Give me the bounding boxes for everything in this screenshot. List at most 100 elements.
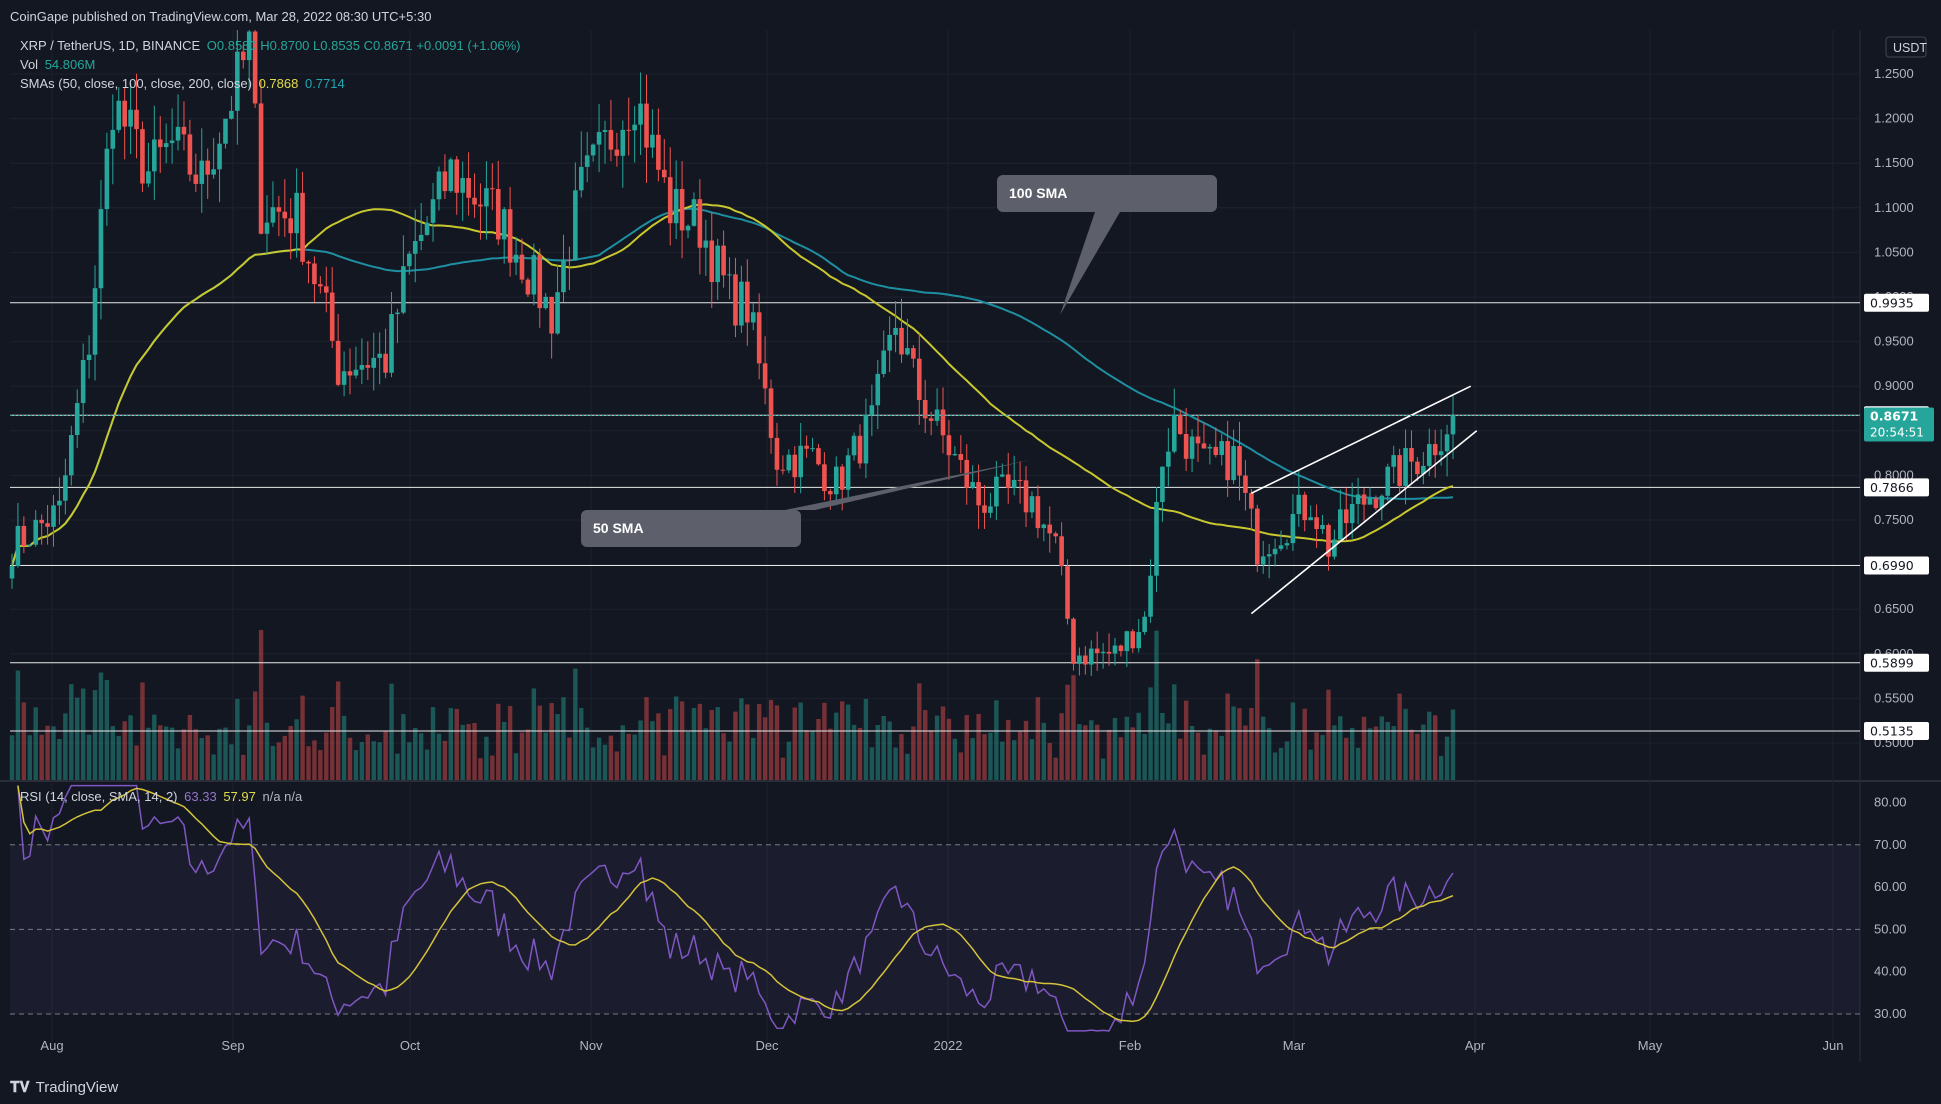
candle-body[interactable] (709, 240, 715, 283)
candle-body[interactable] (217, 143, 222, 170)
candle-body[interactable] (822, 464, 827, 492)
candle-body[interactable] (934, 409, 940, 421)
candle-body[interactable] (1255, 508, 1260, 565)
candle-body[interactable] (816, 448, 821, 465)
rsi-sma-line[interactable] (17, 785, 1454, 1023)
candle-body[interactable] (620, 129, 626, 156)
candle-body[interactable] (1053, 533, 1058, 537)
candle-body[interactable] (240, 51, 246, 61)
candle-body[interactable] (1391, 455, 1396, 467)
candle-body[interactable] (1130, 631, 1136, 649)
candle-body[interactable] (573, 190, 578, 261)
candle-body[interactable] (9, 566, 15, 579)
candle-body[interactable] (1450, 415, 1456, 435)
candle-body[interactable] (828, 491, 833, 495)
candle-body[interactable] (448, 159, 454, 192)
candle-body[interactable] (1219, 441, 1225, 456)
candle-body[interactable] (976, 482, 981, 506)
candle-body[interactable] (146, 171, 151, 184)
candle-body[interactable] (774, 437, 780, 470)
candle-body[interactable] (970, 482, 975, 488)
candle-body[interactable] (994, 476, 999, 507)
rsi-pane[interactable] (0, 782, 1941, 1062)
candle-body[interactable] (715, 245, 720, 283)
candle-body[interactable] (33, 519, 39, 545)
candle-body[interactable] (875, 373, 881, 406)
candle-body[interactable] (193, 174, 199, 184)
candle-body[interactable] (152, 139, 157, 172)
candle-body[interactable] (57, 500, 62, 506)
candle-body[interactable] (679, 188, 685, 231)
candle-body[interactable] (513, 254, 519, 263)
candle-body[interactable] (252, 31, 258, 104)
candle-body[interactable] (656, 134, 661, 170)
rsi-line[interactable] (17, 784, 1454, 1032)
candle-body[interactable] (395, 312, 400, 315)
candle-body[interactable] (412, 240, 418, 254)
candle-body[interactable] (86, 354, 92, 361)
candle-body[interactable] (1432, 444, 1438, 456)
candle-body[interactable] (365, 365, 371, 368)
candle-body[interactable] (928, 418, 934, 421)
candle-body[interactable] (134, 109, 139, 130)
candle-body[interactable] (667, 177, 673, 224)
candle-body[interactable] (329, 292, 335, 341)
candle-body[interactable] (199, 160, 205, 184)
candle-body[interactable] (685, 225, 691, 231)
candle-body[interactable] (537, 255, 543, 309)
candle-body[interactable] (282, 211, 288, 219)
candle-body[interactable] (662, 169, 667, 178)
brand[interactable]: 𝐓𝐕 TradingView (10, 1078, 118, 1096)
candle-body[interactable] (163, 143, 169, 148)
candle-body[interactable] (1272, 548, 1278, 555)
candle-body[interactable] (768, 388, 774, 438)
candle-body[interactable] (318, 284, 323, 287)
candle-body[interactable] (1243, 475, 1248, 493)
candle-body[interactable] (418, 234, 424, 241)
candle-body[interactable] (430, 199, 436, 223)
candle-body[interactable] (988, 506, 993, 513)
candle-body[interactable] (1326, 524, 1331, 557)
candle-body[interactable] (881, 350, 887, 374)
candle-body[interactable] (63, 475, 68, 501)
candle-body[interactable] (1005, 474, 1011, 488)
candle-body[interactable] (235, 51, 240, 111)
candle-body[interactable] (804, 445, 809, 449)
candle-body[interactable] (359, 365, 365, 370)
candle-body[interactable] (911, 348, 916, 359)
candle-body[interactable] (211, 169, 216, 175)
candle-body[interactable] (128, 109, 133, 127)
candle-body[interactable] (1296, 494, 1302, 514)
candle-body[interactable] (1338, 509, 1343, 540)
candle-body[interactable] (246, 31, 252, 61)
candle-body[interactable] (792, 454, 798, 478)
candle-body[interactable] (863, 414, 869, 464)
candle-body[interactable] (175, 126, 181, 141)
legend-symbol[interactable]: XRP / TetherUS, 1D, BINANCE (20, 38, 201, 53)
candle-body[interactable] (739, 281, 744, 326)
candle-body[interactable] (940, 409, 946, 436)
candle-body[interactable] (982, 505, 987, 513)
candle-body[interactable] (845, 455, 851, 490)
candle-body[interactable] (1308, 517, 1313, 521)
candle-body[interactable] (1438, 451, 1444, 456)
candle-body[interactable] (602, 130, 608, 133)
candle-body[interactable] (893, 327, 898, 335)
candle-body[interactable] (15, 525, 21, 567)
candle-body[interactable] (1426, 444, 1432, 466)
candle-body[interactable] (1047, 524, 1053, 534)
candle-body[interactable] (92, 288, 98, 355)
candle-body[interactable] (905, 348, 910, 355)
candle-body[interactable] (632, 124, 637, 131)
candle-body[interactable] (1142, 616, 1147, 633)
candle-body[interactable] (1302, 494, 1308, 521)
candle-body[interactable] (584, 155, 590, 167)
candle-body[interactable] (389, 314, 394, 373)
candle-body[interactable] (205, 160, 210, 175)
candle-body[interactable] (1207, 446, 1213, 449)
candle-body[interactable] (335, 340, 341, 385)
candle-body[interactable] (371, 357, 377, 368)
candle-body[interactable] (946, 435, 952, 456)
candle-body[interactable] (104, 148, 110, 210)
candle-body[interactable] (703, 240, 709, 248)
